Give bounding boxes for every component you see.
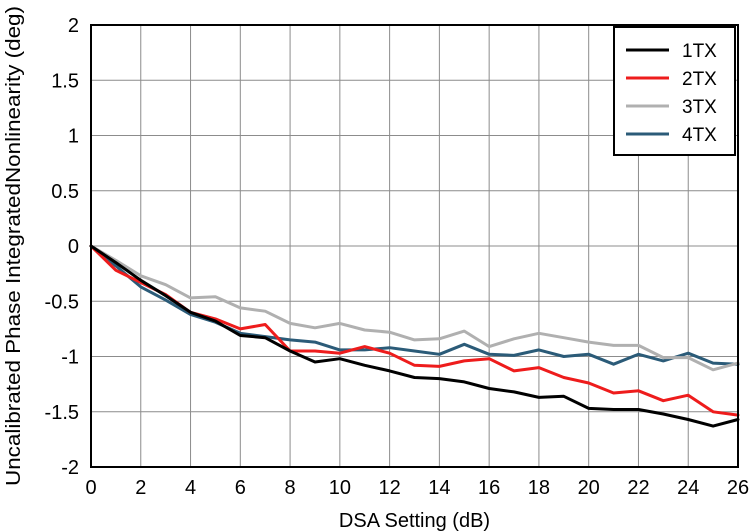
y-tick-label: -0.5 xyxy=(45,291,79,313)
x-tick-label: 26 xyxy=(727,477,749,499)
x-tick-label: 8 xyxy=(285,477,296,499)
x-tick-label: 22 xyxy=(627,477,649,499)
series-line-4tx xyxy=(89,244,740,366)
y-tick-label: 1 xyxy=(68,126,79,148)
y-tick-label: -1.5 xyxy=(45,402,79,424)
x-tick-label: 12 xyxy=(378,477,400,499)
x-tick-label: 20 xyxy=(578,477,600,499)
plot-frame xyxy=(90,24,739,468)
legend-label-3tx: 3TX xyxy=(682,97,717,118)
legend-label-4tx: 4TX xyxy=(682,125,717,146)
y-tick-label: -1 xyxy=(61,347,79,369)
y-tick-label: 1.5 xyxy=(51,70,79,92)
x-tick-label: 18 xyxy=(528,477,550,499)
y-tick-label: -2 xyxy=(61,457,79,479)
series-line-1tx xyxy=(89,244,740,428)
y-tick-label: 0.5 xyxy=(51,181,79,203)
series-layer xyxy=(89,244,740,428)
legend: 1TX 2TX 3TX 4TX xyxy=(613,26,736,156)
x-tick-label: 2 xyxy=(135,477,146,499)
x-tick-label: 14 xyxy=(428,477,450,499)
y-tick-labels: 2 1.5 1 0.5 0 -0.5 -1 -1.5 -2 xyxy=(45,15,79,479)
legend-label-1tx: 1TX xyxy=(682,41,717,62)
y-tick-label: 2 xyxy=(68,15,79,37)
x-tick-label: 16 xyxy=(478,477,500,499)
x-tick-label: 6 xyxy=(235,477,246,499)
x-tick-label: 0 xyxy=(85,477,96,499)
series-line-3tx xyxy=(89,244,740,372)
y-tick-label: 0 xyxy=(68,236,79,258)
x-axis-title: DSA Setting (dB) xyxy=(339,510,490,532)
x-tick-labels: 0 2 4 6 8 10 12 14 16 18 20 22 24 26 xyxy=(85,477,749,499)
x-tick-label: 10 xyxy=(329,477,351,499)
x-tick-label: 24 xyxy=(677,477,699,499)
legend-label-2tx: 2TX xyxy=(682,69,717,90)
x-tick-label: 4 xyxy=(185,477,196,499)
y-axis-title: Uncalibrated Phase IntegratedNonlinearit… xyxy=(3,6,25,486)
